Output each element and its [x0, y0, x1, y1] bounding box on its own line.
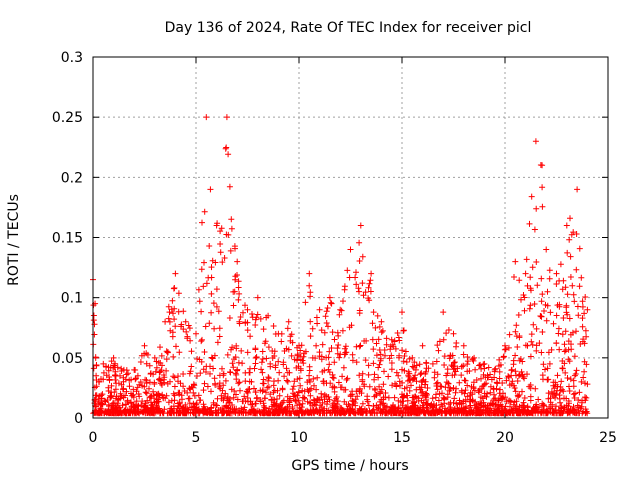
- roti-peak-point: [120, 366, 127, 373]
- roti-peak-point: [326, 294, 333, 301]
- roti-peak-point: [275, 330, 282, 337]
- roti-peak-point: [316, 306, 323, 313]
- roti-peak-point: [378, 318, 385, 325]
- roti-peak-point: [254, 294, 261, 301]
- x-tick-label: 10: [290, 430, 308, 446]
- y-tick-label: 0.3: [61, 50, 83, 66]
- y-tick-label: 0.1: [61, 291, 83, 307]
- roti-peak-point: [223, 114, 230, 121]
- roti-peak-point: [337, 306, 344, 313]
- roti-peak-point: [574, 186, 581, 193]
- roti-peak-point: [296, 342, 302, 349]
- roti-peak-point: [460, 342, 467, 349]
- roti-peak-point: [409, 354, 416, 361]
- roti-peak-point: [213, 222, 220, 229]
- roti-peak-point: [203, 114, 210, 121]
- roti-peak-point: [141, 342, 148, 349]
- roti-peak-point: [450, 330, 457, 337]
- roti-peak-point: [584, 306, 591, 313]
- roti-peak-point: [110, 354, 117, 361]
- roti-peak-point: [429, 360, 436, 367]
- axis-ticks: 0 5 10 15 20 25 0 0.05 0.1 0.15 0.2 0.25 0.3: [52, 50, 617, 446]
- chart-title: Day 136 of 2024, Rate Of TEC Index for r…: [165, 20, 532, 36]
- y-tick-label: 0.15: [52, 231, 83, 247]
- roti-peak-point: [193, 330, 199, 337]
- roti-peak-point: [172, 270, 179, 277]
- roti-peak-point: [399, 309, 405, 316]
- y-tick-label: 0.2: [61, 170, 83, 186]
- roti-peak-point: [543, 246, 550, 253]
- grid: [93, 57, 608, 418]
- plot-frame: [92, 56, 609, 419]
- x-tick-label: 5: [192, 430, 201, 446]
- roti-peak-point: [419, 342, 426, 349]
- roti-peak-point: [368, 270, 375, 277]
- roti-peak-point: [306, 270, 313, 277]
- roti-peak-point: [244, 306, 251, 313]
- roti-peak-point: [100, 360, 107, 367]
- roti-peak-point: [539, 162, 546, 169]
- roti-peak-point: [357, 222, 364, 229]
- roti-peak-point: [440, 309, 447, 316]
- x-tick-label: 25: [599, 430, 617, 446]
- y-tick-label: 0: [74, 411, 83, 427]
- roti-peak-point: [502, 342, 508, 349]
- roti-peak-point: [265, 312, 272, 319]
- roti-peak-point: [182, 318, 189, 325]
- y-axis-label: ROTI / TECUs: [6, 194, 22, 286]
- y-tick-label: 0.25: [52, 110, 83, 126]
- roti-peak-point: [563, 222, 570, 229]
- roti-peak-point: [347, 246, 354, 253]
- x-tick-label: 20: [496, 430, 514, 446]
- roti-peak-point: [131, 366, 138, 373]
- data-points: [90, 114, 591, 417]
- roti-peak-point: [207, 186, 214, 193]
- roti-peak-point: [471, 354, 478, 361]
- roti-peak-point: [234, 258, 241, 265]
- y-tick-label: 0.05: [52, 351, 83, 367]
- roti-peak-point: [96, 378, 103, 385]
- x-axis-label: GPS time / hours: [291, 458, 408, 474]
- roti-peak-point: [532, 138, 539, 145]
- roti-peak-point: [285, 318, 292, 325]
- x-tick-label: 0: [89, 430, 98, 446]
- roti-peak-point: [162, 318, 169, 325]
- roti-point-cloud: [90, 144, 591, 417]
- roti-peak-point: [522, 270, 529, 277]
- roti-peak-point: [481, 360, 488, 367]
- roti-peak-point: [151, 354, 158, 361]
- roti-peak-point: [553, 270, 560, 277]
- roti-peak-point: [491, 366, 498, 373]
- roti-peak-point: [512, 258, 519, 265]
- roti-peak-point: [388, 336, 395, 343]
- x-tick-label: 15: [393, 430, 411, 446]
